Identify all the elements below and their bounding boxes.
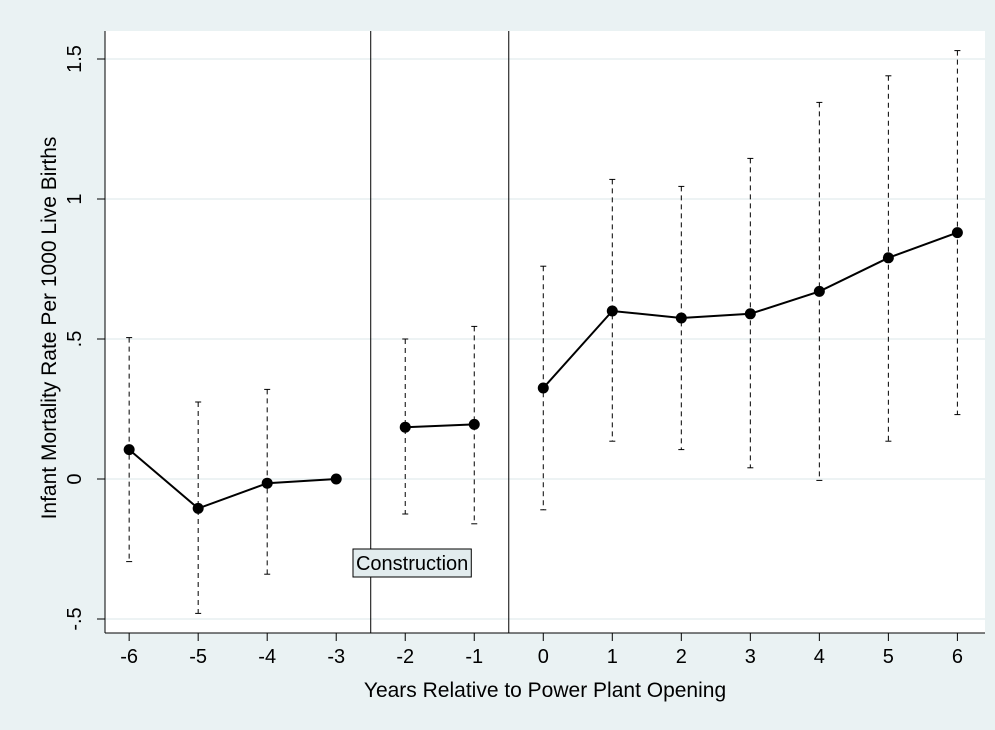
annotation-box [352,548,472,578]
data-point [537,382,549,394]
data-point [261,477,273,489]
data-point [123,444,135,456]
data-point [951,227,963,239]
data-point [675,312,687,324]
data-point [399,421,411,433]
x-tick-label: 2 [676,646,687,668]
data-point [330,473,342,485]
series-line [405,423,475,429]
x-tick-label: -2 [396,646,414,668]
y-tick-label: 1 [64,193,86,204]
series-points [123,227,963,514]
data-point [606,305,618,317]
data-point [192,502,204,514]
axes: -.5 0 .5 1 1.5 -6 -5 -4 -3 -2 -1 0 1 2 3 4 5 6 [64,31,985,668]
x-tick-label: -6 [120,646,138,668]
x-tick-label: 1 [607,646,618,668]
data-point [744,308,756,320]
y-tick-label: 0 [64,473,86,484]
series-line [128,448,337,510]
grid-layer [105,58,985,620]
x-tick-label: 3 [745,646,756,668]
x-tick-label: 0 [538,646,549,668]
plot-area [105,31,985,633]
x-tick-label: 5 [883,646,894,668]
x-tick-label: -5 [189,646,207,668]
x-tick-label: 6 [952,646,963,668]
vertical-reference-lines [370,31,510,633]
y-tick-label: -.5 [64,607,86,630]
annotation-text: Construction [356,553,468,575]
x-tick-label: -1 [465,646,483,668]
x-tick-label: -3 [327,646,345,668]
y-axis-title: Infant Mortality Rate Per 1000 Live Birt… [38,137,61,520]
data-point [813,285,825,297]
y-tick-label: 1.5 [64,45,86,73]
x-tick-label: 4 [814,646,825,668]
x-tick-label: -4 [258,646,276,668]
data-point [882,252,894,264]
construction-annotation: Construction [352,548,472,578]
data-point [468,418,480,430]
y-tick-label: .5 [64,331,86,348]
x-axis-title: Years Relative to Power Plant Opening [364,679,726,702]
